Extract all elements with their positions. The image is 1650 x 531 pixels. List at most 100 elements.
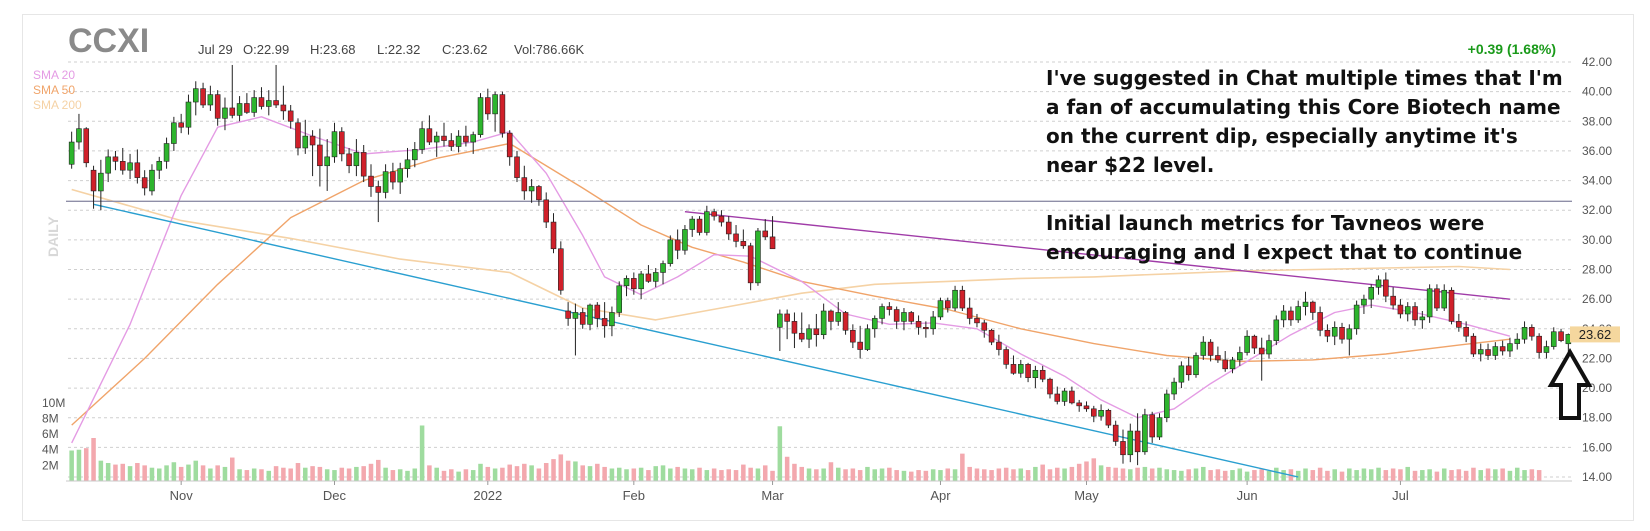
volume-bar (1295, 470, 1301, 481)
volume-bar (354, 466, 359, 481)
candle-body (141, 177, 148, 189)
volume-bar (251, 468, 257, 481)
volume-bar (828, 462, 834, 481)
candle-body (251, 97, 257, 113)
volume-bar (244, 470, 250, 481)
candle-body (996, 341, 1002, 350)
volume-bar (1522, 470, 1527, 481)
y-tick-label: 28.00 (1582, 263, 1612, 277)
up-arrow-icon (1547, 347, 1593, 420)
commentary-line: Initial launch metrics for Tavneos were (1046, 211, 1485, 235)
candle-body (1098, 410, 1104, 417)
candle-body (631, 278, 637, 290)
candle-body (1237, 352, 1243, 361)
candle-body (214, 94, 221, 119)
candle-body (915, 321, 922, 328)
volume-bar (573, 461, 578, 481)
volume-bar (1478, 470, 1484, 481)
volume-bar (1529, 469, 1535, 481)
candle-body (974, 318, 980, 324)
candle-body (937, 300, 944, 318)
candle-body (1069, 390, 1075, 404)
sma200-legend: SMA 200 (33, 98, 82, 112)
candle-body (1134, 430, 1141, 453)
volume-bar (1361, 468, 1367, 481)
volume-bar (1310, 470, 1316, 481)
volume-bar (1186, 469, 1191, 481)
candle-body (550, 221, 557, 250)
y-tick-label: 30.00 (1582, 233, 1612, 247)
volume-bar (1033, 466, 1038, 481)
volume-bar (368, 463, 374, 481)
candle-body (1266, 340, 1272, 355)
candle-body (346, 153, 352, 167)
candle-body (1331, 327, 1338, 337)
candle-body (704, 211, 710, 233)
volume-bar (156, 468, 162, 481)
candle-body (207, 94, 214, 106)
candle-body (83, 128, 90, 164)
grid (68, 61, 1572, 478)
candle-body (1003, 349, 1009, 365)
volume-bar (1485, 468, 1491, 481)
candle-body (1419, 316, 1426, 321)
volume-bar (1405, 466, 1410, 481)
volume-bar (565, 460, 571, 481)
candle-body (908, 312, 915, 322)
candle-body (1273, 319, 1280, 341)
candle-body (470, 134, 476, 143)
volume-bar (273, 466, 279, 481)
candle-body (1164, 393, 1170, 419)
volume-bar (1098, 465, 1104, 481)
candle-body (1375, 279, 1382, 288)
volume-bar (1062, 468, 1067, 481)
candle-body (1463, 327, 1469, 337)
candle-body (762, 230, 769, 238)
candle-body (850, 329, 856, 343)
candle-body (1010, 364, 1017, 374)
price-change: +0.39 (1.68%) (1468, 41, 1556, 57)
volume-bar (1135, 467, 1140, 481)
volume-bar (697, 467, 702, 481)
volume-bar (1471, 467, 1476, 481)
volume-bar (266, 470, 272, 481)
volume-bar (989, 470, 994, 481)
candle-body (192, 88, 199, 103)
candle-body (492, 94, 498, 115)
volume-bar (777, 426, 783, 481)
volume-bar (1507, 470, 1513, 481)
volume-bar (529, 465, 534, 481)
candle-body (1105, 410, 1112, 426)
candle-body (149, 169, 155, 192)
volume-bar (646, 470, 651, 481)
candle-body (1346, 328, 1353, 340)
candle-body (244, 103, 250, 113)
candle-body (864, 328, 871, 350)
volume-bar (1047, 469, 1053, 481)
volume-bar (485, 466, 491, 481)
candle-body (1171, 381, 1177, 395)
volume-bar (894, 470, 899, 481)
candle-body (404, 159, 411, 170)
volume-bar (609, 468, 615, 481)
volume-bar (1076, 463, 1082, 481)
volume-bar (580, 465, 585, 481)
candle-body (667, 239, 674, 264)
volume-bar (1222, 470, 1228, 481)
candle-body (433, 135, 440, 143)
header-volume: Vol:786.66K (514, 42, 584, 57)
volume-bar (1339, 471, 1345, 481)
candle-body (499, 94, 506, 134)
volume-bar (704, 470, 710, 481)
volume-bar (1230, 470, 1235, 481)
candle-body (119, 161, 126, 171)
candle-body (1083, 405, 1090, 410)
candle-body (1295, 306, 1301, 321)
candle-body (747, 245, 754, 284)
candle-body (879, 306, 885, 319)
volume-bar (1427, 469, 1432, 481)
paragraph-gap (1046, 180, 1606, 209)
x-tick-label: Nov (170, 488, 194, 503)
volume-bar (1069, 466, 1075, 481)
